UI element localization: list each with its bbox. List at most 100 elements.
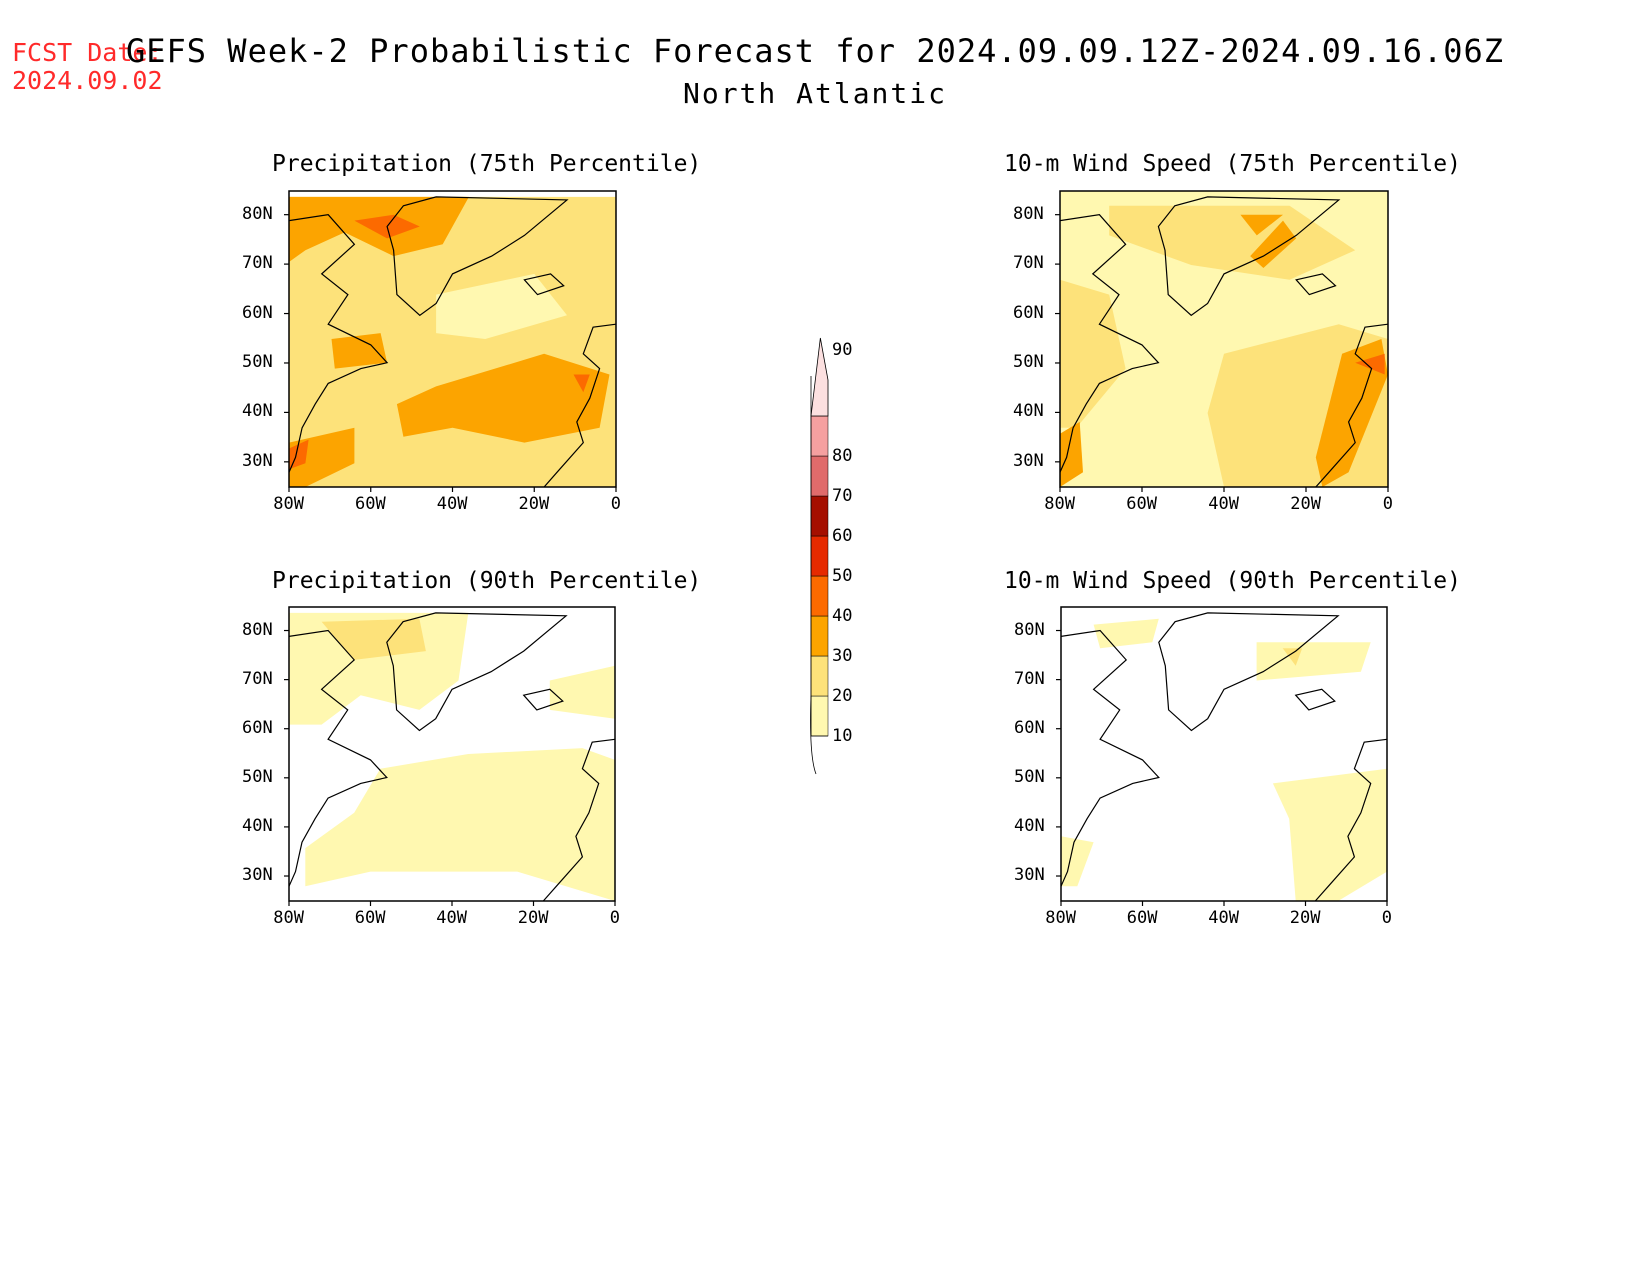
lat-tick-label: 40N bbox=[242, 815, 273, 836]
coastlines bbox=[289, 196, 616, 487]
shade-region bbox=[305, 748, 615, 901]
lat-tick-label: 70N bbox=[1013, 253, 1044, 274]
lon-tick-label: 80W bbox=[1045, 908, 1076, 928]
shade-region bbox=[1060, 279, 1126, 428]
lat-tick-label: 60N bbox=[1013, 302, 1044, 323]
lat-tick-label: 80N bbox=[1014, 619, 1045, 640]
lat-tick-label: 50N bbox=[1014, 766, 1045, 787]
panel-title-precip-90: Precipitation (90th Percentile) bbox=[272, 568, 702, 594]
panel-title-precip-75: Precipitation (75th Percentile) bbox=[272, 151, 702, 177]
shade-region bbox=[321, 618, 426, 660]
lon-tick-label: 0 bbox=[609, 908, 620, 928]
colorbar-label: 50 bbox=[832, 566, 853, 586]
lon-tick-label: 0 bbox=[1381, 908, 1392, 928]
colorbar-segment bbox=[810, 415, 829, 457]
colorbar-label: 90 bbox=[832, 340, 853, 360]
lat-tick-label: 60N bbox=[242, 717, 273, 738]
lat-tick-label: 70N bbox=[1014, 668, 1045, 689]
lat-tick-label: 30N bbox=[1013, 450, 1044, 471]
colorbar-label: 20 bbox=[832, 686, 853, 706]
lat-tick-label: 40N bbox=[242, 401, 273, 422]
probability-shading bbox=[1061, 618, 1387, 901]
colorbar-label: 70 bbox=[832, 486, 853, 506]
colorbar bbox=[810, 337, 829, 775]
lon-tick-label: 80W bbox=[273, 494, 304, 514]
lat-tick-label: 60N bbox=[242, 302, 273, 323]
lat-tick-label: 60N bbox=[1014, 717, 1045, 738]
lon-tick-label: 60W bbox=[1126, 494, 1157, 514]
map-panel-precip-75 bbox=[284, 190, 617, 492]
shade-region bbox=[549, 665, 615, 719]
shade-region bbox=[1240, 214, 1283, 236]
colorbar-label: 40 bbox=[832, 606, 853, 626]
lat-tick-label: 50N bbox=[242, 766, 273, 787]
lon-tick-label: 40W bbox=[436, 908, 467, 928]
page-title: GEFS Week-2 Probabilistic Forecast for 2… bbox=[125, 32, 1505, 70]
lat-tick-label: 30N bbox=[242, 865, 273, 885]
lon-tick-label: 60W bbox=[355, 494, 386, 514]
colorbar-segment bbox=[810, 455, 829, 497]
coastlines bbox=[1061, 612, 1387, 901]
page-subtitle: North Atlantic bbox=[682, 77, 947, 110]
lat-tick-label: 80N bbox=[242, 619, 273, 640]
colorbar-label: 30 bbox=[832, 646, 853, 666]
shade-region bbox=[331, 333, 388, 369]
forecast-date-value: 2024.09.02 bbox=[12, 66, 163, 95]
shade-region bbox=[1272, 768, 1387, 901]
probability-shading bbox=[1060, 191, 1388, 487]
lat-tick-label: 30N bbox=[1014, 865, 1045, 885]
shade-region bbox=[1355, 353, 1385, 375]
colorbar-segment bbox=[810, 655, 829, 697]
map-panel-wind-75 bbox=[1055, 190, 1389, 492]
lon-tick-label: 0 bbox=[610, 494, 621, 514]
shade-region bbox=[573, 374, 590, 393]
shade-region bbox=[1315, 339, 1388, 487]
lon-tick-label: 60W bbox=[1126, 908, 1158, 928]
colorbar-label: 60 bbox=[832, 526, 853, 546]
colorbar-segment bbox=[810, 337, 829, 417]
colorbar-segment bbox=[810, 575, 829, 617]
lon-tick-label: 20W bbox=[1290, 494, 1321, 514]
colorbar-label: 80 bbox=[832, 446, 853, 466]
panel-title-wind-90: 10-m Wind Speed (90th Percentile) bbox=[1004, 568, 1461, 594]
colorbar-segment bbox=[810, 495, 829, 537]
coastlines bbox=[289, 612, 615, 901]
lon-tick-label: 60W bbox=[354, 908, 386, 928]
lat-tick-label: 70N bbox=[242, 668, 273, 689]
lon-tick-label: 20W bbox=[518, 494, 550, 514]
shade-region bbox=[396, 353, 610, 443]
map-panel-precip-90 bbox=[284, 606, 616, 906]
lon-tick-label: 80W bbox=[1044, 494, 1075, 514]
lon-tick-label: 20W bbox=[517, 908, 549, 928]
shade-region bbox=[1060, 421, 1083, 487]
lon-tick-label: 40W bbox=[436, 494, 468, 514]
lon-tick-label: 40W bbox=[1208, 494, 1239, 514]
colorbar-segment bbox=[810, 615, 829, 657]
colorbar-label: 10 bbox=[832, 726, 853, 746]
shade-region bbox=[1282, 648, 1303, 666]
lat-tick-label: 40N bbox=[1014, 815, 1045, 836]
colorbar-segment bbox=[810, 695, 829, 737]
coastlines bbox=[1060, 196, 1388, 487]
lat-tick-label: 50N bbox=[242, 351, 273, 372]
lat-tick-label: 30N bbox=[242, 450, 273, 471]
shade-region bbox=[1109, 205, 1356, 280]
lat-tick-label: 50N bbox=[1013, 351, 1044, 372]
lon-tick-label: 40W bbox=[1208, 908, 1239, 928]
lat-tick-label: 80N bbox=[242, 203, 273, 224]
panel-title-wind-75: 10-m Wind Speed (75th Percentile) bbox=[1004, 151, 1461, 177]
map-panel-wind-90 bbox=[1056, 606, 1388, 906]
probability-shading bbox=[289, 612, 615, 901]
lon-tick-label: 20W bbox=[1289, 908, 1321, 928]
shade-region bbox=[1256, 642, 1371, 681]
shade-region bbox=[1061, 836, 1094, 887]
shade-region bbox=[1250, 220, 1297, 268]
probability-shading bbox=[289, 196, 616, 487]
lat-tick-label: 70N bbox=[242, 253, 273, 274]
lat-tick-label: 40N bbox=[1013, 401, 1044, 422]
colorbar-segment bbox=[810, 535, 829, 577]
forecast-date-label: FCST Date: bbox=[12, 38, 163, 67]
lat-tick-label: 80N bbox=[1013, 203, 1044, 224]
lon-tick-label: 80W bbox=[273, 908, 304, 928]
